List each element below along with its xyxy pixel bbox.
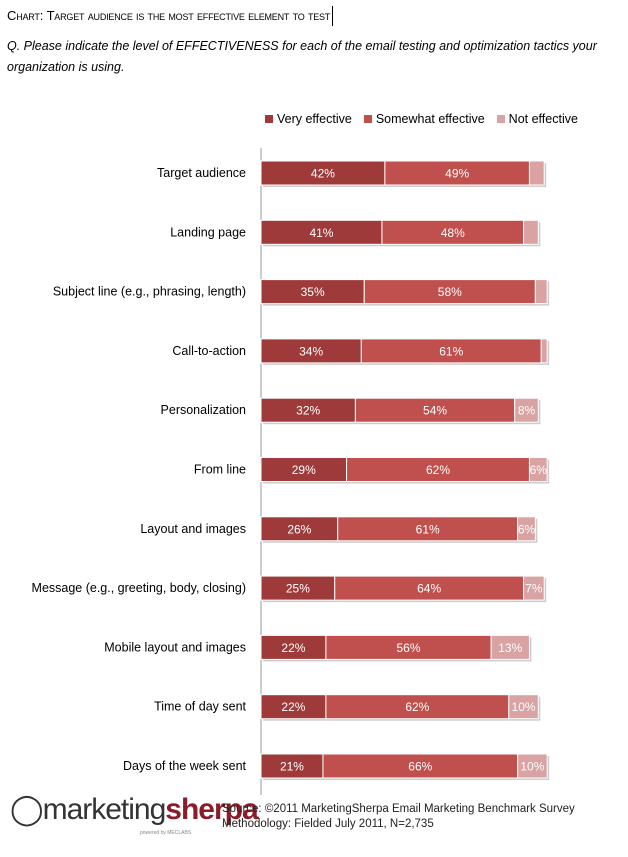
data-label: 61% <box>439 344 463 358</box>
bar-segment <box>260 457 348 482</box>
legend-swatch <box>363 115 372 123</box>
data-label: 22% <box>281 641 305 655</box>
category-label: Landing page <box>170 225 246 239</box>
methodology-text: Methodology: Fielded July 2011, N=2,735 <box>222 818 434 830</box>
bar-segment <box>381 219 525 245</box>
data-label: 32% <box>296 404 320 418</box>
bar-segment <box>260 516 339 542</box>
legend-item: Somewhat effective <box>363 112 485 126</box>
category-label: Time of day sent <box>154 700 246 714</box>
title-text: Target audience is the most effective el… <box>46 8 331 23</box>
legend-item: Very effective <box>265 112 352 126</box>
bar-segment <box>260 160 386 186</box>
data-label: 21% <box>280 760 304 774</box>
data-label: 8% <box>518 404 536 418</box>
legend-label: Somewhat effective <box>375 112 485 126</box>
bar-segment <box>260 694 327 720</box>
data-label: 62% <box>405 700 429 714</box>
question-text: Q. Please indicate the level of EFFECTIV… <box>7 39 597 74</box>
data-label: 48% <box>441 226 465 240</box>
bar-segment <box>514 397 539 423</box>
data-label: 29% <box>292 463 316 477</box>
bar-segment <box>322 753 519 779</box>
bar-segment <box>508 694 539 720</box>
data-label: 6% <box>518 522 536 536</box>
data-label: 58% <box>438 285 462 299</box>
legend-label: Not effective <box>508 112 578 126</box>
bar-segment <box>517 753 548 779</box>
data-label: 62% <box>426 463 450 477</box>
data-label: 6% <box>530 463 548 477</box>
bar-segment <box>346 457 530 482</box>
data-label: 42% <box>311 167 335 181</box>
data-label: 10% <box>520 760 544 774</box>
data-label: 7% <box>525 582 543 596</box>
data-label: 56% <box>396 641 420 655</box>
data-label: 49% <box>445 167 469 181</box>
data-label: 54% <box>423 404 447 418</box>
title-prefix: Chart: <box>7 8 44 23</box>
legend-label: Very effective <box>277 112 352 126</box>
bar-segment <box>528 457 548 482</box>
data-label: 13% <box>498 641 522 655</box>
data-label: 34% <box>299 344 323 358</box>
bar-segment <box>517 516 536 542</box>
data-label: 22% <box>281 700 305 714</box>
bar-segment <box>490 634 530 660</box>
legend-swatch <box>496 115 505 123</box>
category-label: Target audience <box>157 166 246 180</box>
bar-segment <box>260 575 336 601</box>
bar-segment <box>260 397 356 423</box>
bar-segment <box>260 219 383 245</box>
data-label: 35% <box>301 285 325 299</box>
category-label: Message (e.g., greeting, body, closing) <box>32 581 246 595</box>
bar-segment <box>360 338 542 364</box>
data-label: 41% <box>309 226 333 240</box>
category-label: Mobile layout and images <box>104 640 246 654</box>
footer-source: Source: ©2011 MarketingSherpa Email Mark… <box>222 802 575 832</box>
source-text: Source: ©2011 MarketingSherpa Email Mark… <box>222 803 575 815</box>
category-label: Layout and images <box>140 522 246 536</box>
category-label: Days of the week sent <box>123 759 247 773</box>
text-cursor <box>332 6 333 26</box>
bar-segment <box>260 279 365 305</box>
data-label: 10% <box>512 700 536 714</box>
bar-segment <box>384 160 530 186</box>
category-label: Personalization <box>161 403 247 417</box>
marketingsherpa-logo: ◯marketingsherpa powered by MECLABS <box>10 793 259 836</box>
category-label: Call-to-action <box>172 344 246 358</box>
data-label: 64% <box>417 582 441 596</box>
bar-segment <box>523 575 545 601</box>
bar-segment <box>354 397 516 423</box>
legend-swatch <box>265 115 273 123</box>
category-label: From line <box>194 463 246 477</box>
data-label: 26% <box>287 522 311 536</box>
category-label: Subject line (e.g., phrasing, length) <box>53 285 246 299</box>
bar-segment <box>534 279 548 305</box>
data-label: 61% <box>416 522 440 536</box>
bar-segment <box>523 219 539 245</box>
bar-segment <box>528 160 545 186</box>
data-label: 66% <box>408 760 432 774</box>
bar-segment <box>260 634 327 660</box>
bar-segment <box>325 634 492 660</box>
data-label: 25% <box>286 582 310 596</box>
bar-segment <box>363 279 536 305</box>
legend: Very effective Somewhat effective Not effe… <box>265 112 578 126</box>
legend-item: Not effective <box>496 112 578 126</box>
bar-segment <box>540 338 548 364</box>
chart-title: Chart: Target audience is the most effec… <box>7 8 330 23</box>
